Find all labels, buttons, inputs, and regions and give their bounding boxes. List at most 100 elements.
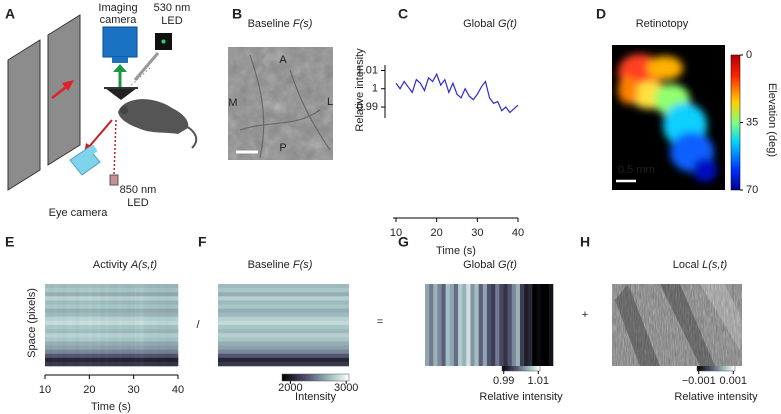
image-cell <box>165 357 170 363</box>
image-cell <box>83 316 89 322</box>
image-cell <box>79 304 84 309</box>
image-cell <box>117 325 123 330</box>
title-text: Baseline <box>248 18 293 30</box>
image-cell <box>96 361 102 367</box>
image-cell <box>57 296 63 301</box>
image-cell <box>143 325 149 330</box>
image-cell <box>139 337 144 342</box>
image-cell <box>83 353 89 359</box>
image-cell <box>130 337 136 342</box>
image-cell <box>147 288 153 293</box>
image-cell <box>109 304 114 309</box>
image-cell <box>165 300 170 305</box>
image-cell <box>62 345 67 350</box>
label: Eye camera <box>49 207 109 219</box>
image-cell <box>152 312 157 318</box>
image-cell <box>92 333 97 338</box>
image-cell <box>113 304 119 309</box>
image-cell <box>156 325 162 330</box>
image-cell <box>105 312 110 318</box>
image-cell <box>49 316 54 322</box>
image-cell <box>49 361 54 367</box>
image-cell <box>165 284 170 289</box>
image-cell <box>130 288 136 293</box>
image-cell <box>143 288 149 293</box>
image-cell <box>139 341 144 346</box>
image-cell <box>87 345 93 350</box>
image-cell <box>92 357 97 363</box>
image-cell <box>165 292 170 297</box>
operator: = <box>377 316 383 328</box>
image-cell <box>117 349 123 354</box>
image-cell <box>117 361 123 367</box>
image-cell <box>117 353 123 359</box>
image-cell <box>122 316 127 322</box>
image-cell <box>96 300 102 305</box>
panel-title: Activity A(s,t) <box>93 259 158 271</box>
local-image <box>612 284 742 366</box>
image-cell <box>130 325 136 330</box>
image-cell <box>87 353 93 359</box>
image-cell <box>126 288 132 293</box>
image-row <box>218 312 349 318</box>
image-cell <box>70 361 76 367</box>
image-row <box>218 292 349 297</box>
image-cell <box>79 296 84 301</box>
image-cell <box>165 345 170 350</box>
image-cell <box>113 333 119 338</box>
image-cell <box>70 337 76 342</box>
orientation-label: A <box>279 54 287 66</box>
image-cell <box>100 357 106 363</box>
image-cell <box>53 353 59 359</box>
image-cell <box>143 349 149 354</box>
image-cell <box>160 292 166 297</box>
image-cell <box>92 349 97 354</box>
image-cell <box>130 284 136 289</box>
image-cell <box>109 345 114 350</box>
image-cell <box>126 300 132 305</box>
image-cell <box>152 284 157 289</box>
image-cell <box>113 345 119 350</box>
image-cell <box>122 308 127 313</box>
image-cell <box>113 341 119 346</box>
image-cell <box>105 329 110 334</box>
image-cell <box>135 337 140 342</box>
image-cell <box>139 308 144 313</box>
image-cell <box>100 325 106 330</box>
image-cell <box>143 300 149 305</box>
image-cell <box>66 349 72 354</box>
image-cell <box>66 296 72 301</box>
image-cell <box>109 325 114 330</box>
colorbar-tick-label: 0 <box>746 49 752 61</box>
image-cell <box>62 320 67 326</box>
image-cell <box>165 341 170 346</box>
image-cell <box>126 292 132 297</box>
image-cell <box>160 316 166 322</box>
image-cell <box>62 296 67 301</box>
image-column <box>532 284 537 366</box>
image-cell <box>83 320 89 326</box>
image-cell <box>169 284 175 289</box>
image-cell <box>126 333 132 338</box>
image-cell <box>130 357 136 363</box>
image-cell <box>87 333 93 338</box>
image-cell <box>62 349 67 354</box>
image-cell <box>139 361 144 367</box>
image-row <box>218 300 349 305</box>
image-cell <box>156 284 162 289</box>
image-cell <box>130 333 136 338</box>
image-column <box>511 284 517 366</box>
image-cell <box>122 288 127 293</box>
image-cell <box>100 337 106 342</box>
image-cell <box>66 312 72 318</box>
data-line <box>395 72 519 114</box>
image-cell <box>62 353 67 359</box>
image-cell <box>160 357 166 363</box>
image-cell <box>100 361 106 367</box>
image-cell <box>117 337 123 342</box>
image-cell <box>92 292 97 297</box>
scale-bar-label: 0.5 mm <box>618 164 655 176</box>
image-cell <box>173 357 179 363</box>
image-cell <box>152 296 157 301</box>
image-cell <box>139 353 144 359</box>
